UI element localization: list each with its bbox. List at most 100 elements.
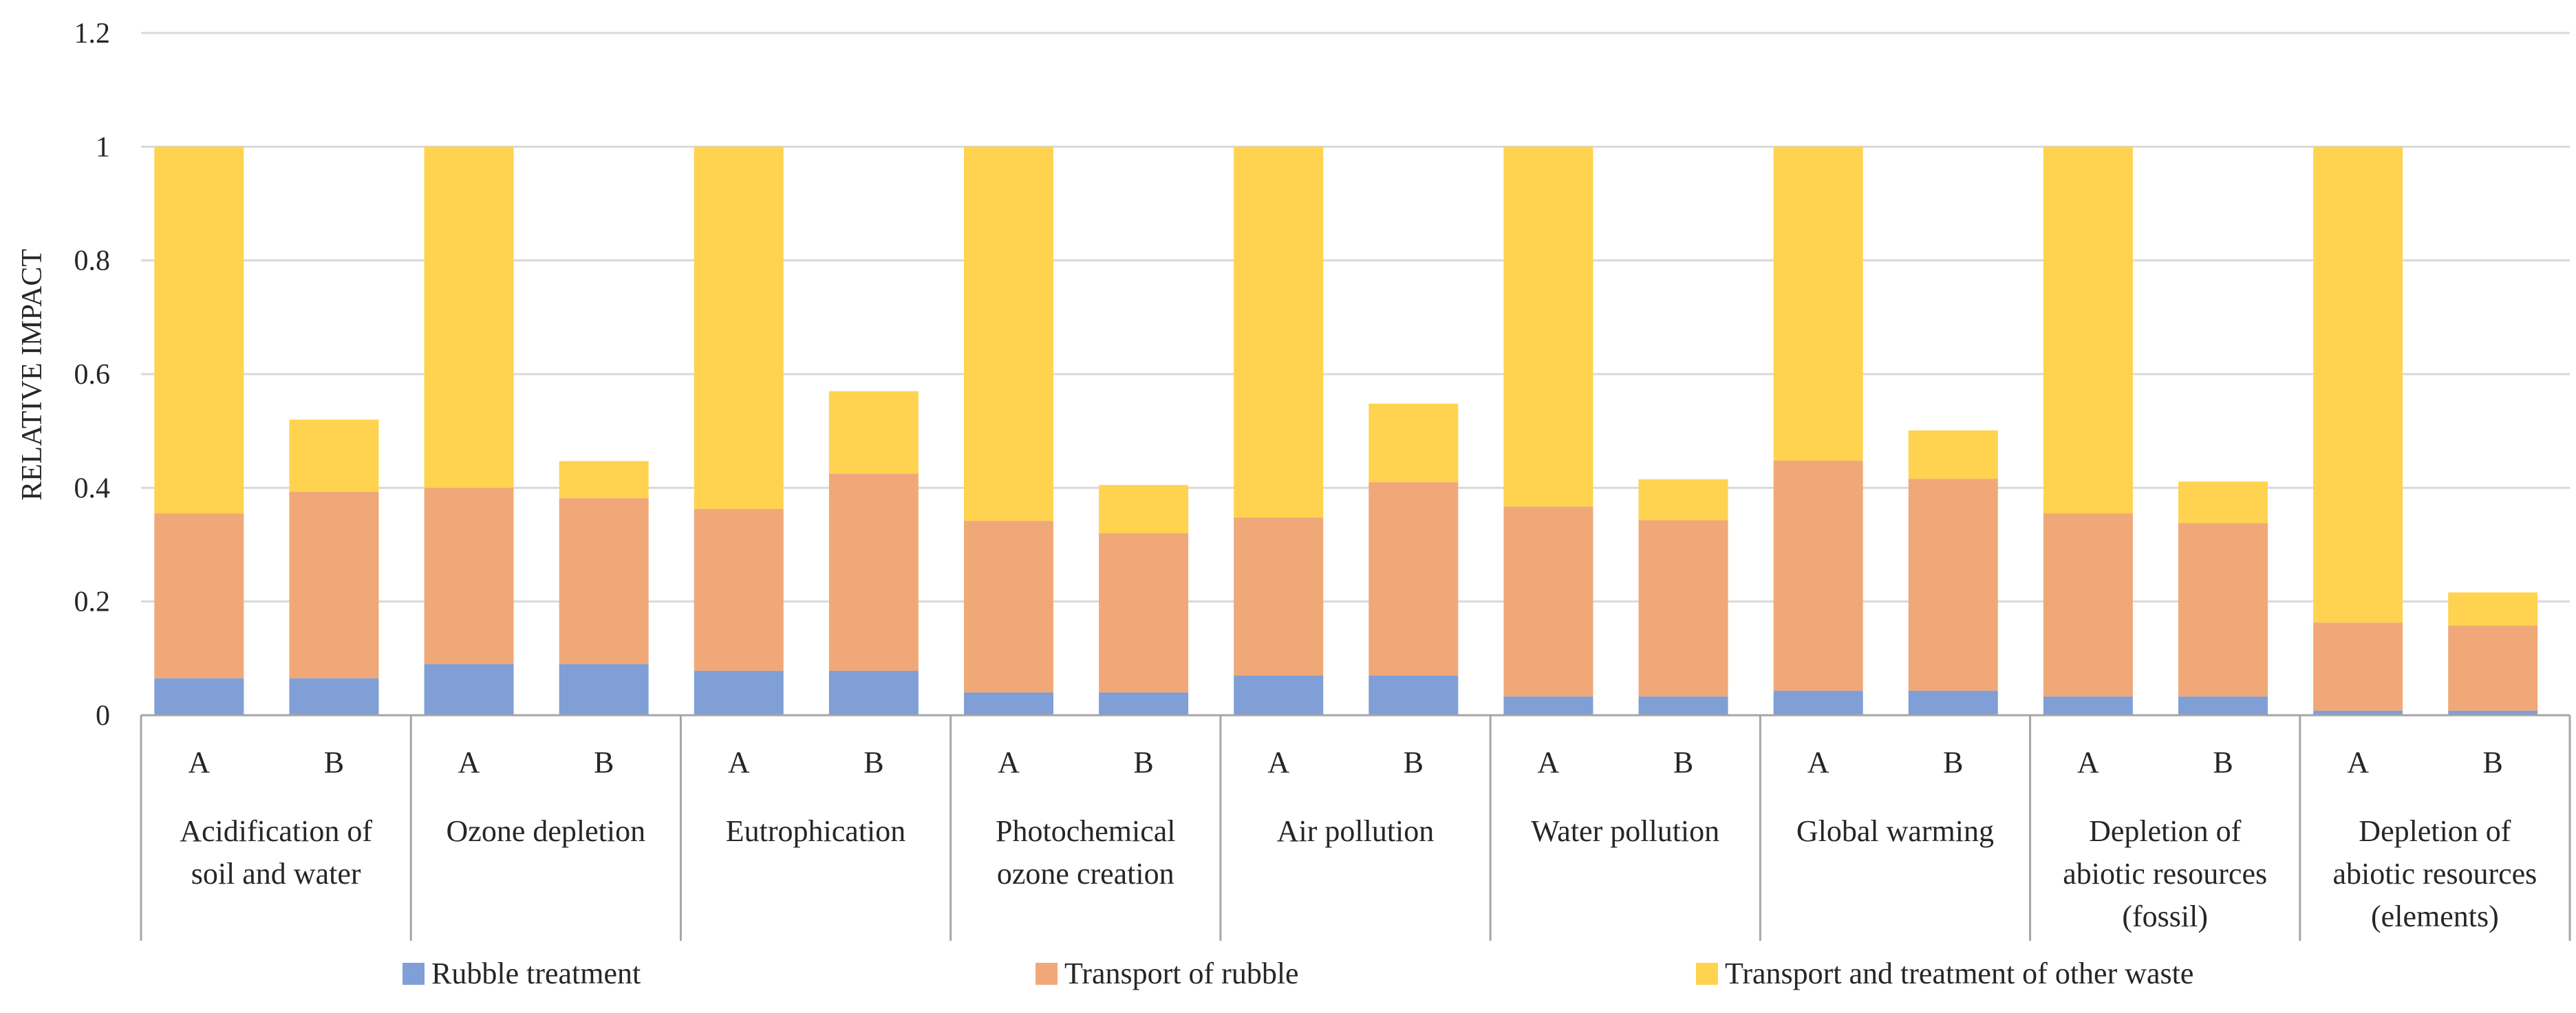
y-axis-ticks: 0 0.2 0.4 0.6 0.8 1 1.2 [74, 18, 111, 732]
y-tick-label: 0.6 [74, 359, 111, 391]
sub-category-label: B [324, 745, 344, 779]
category-label: Depletion of abiotic resources (elements) [2332, 814, 2537, 933]
bar-segment [1773, 690, 1863, 715]
y-tick-label: 0.4 [74, 472, 111, 504]
category-label-line: Photochemical [996, 814, 1176, 848]
bar-segment [1908, 690, 1998, 715]
bar-segment [289, 678, 379, 715]
bar-segment [2313, 710, 2403, 715]
bar-segment [828, 671, 919, 715]
bar-segment [828, 391, 919, 474]
bar-segment [963, 692, 1053, 715]
category-label-line: Global warming [1796, 814, 1994, 848]
sub-category-label: A [2347, 745, 2369, 779]
bar-segment [559, 664, 649, 715]
bar-segment [2313, 622, 2403, 711]
bar-segment [2178, 523, 2268, 697]
sub-category-label: B [2483, 745, 2503, 779]
bar-segment [1638, 479, 1728, 521]
bar-segment [2448, 710, 2538, 715]
category-label: Eutrophication [726, 814, 906, 848]
category-label-line: (fossil) [2122, 900, 2208, 933]
category-label-line: Depletion of [2089, 814, 2242, 848]
legend-swatch [402, 963, 425, 985]
sub-category-label: A [2077, 745, 2099, 779]
bar-segment [1368, 403, 1459, 483]
bar-segment [1234, 675, 1324, 715]
category-label: Air pollution [1277, 814, 1435, 848]
bar-segment [154, 678, 244, 715]
bar-segment [1773, 146, 1863, 461]
category-label-line: Eutrophication [726, 814, 906, 848]
category-label-line: (elements) [2371, 900, 2499, 933]
category-label: Ozone depletion [447, 814, 646, 848]
category-label-line: abiotic resources [2063, 857, 2267, 891]
bar-segment [694, 146, 784, 509]
category-label-line: abiotic resources [2332, 857, 2537, 891]
bar-segment [1503, 506, 1593, 697]
sub-category-label: B [1133, 745, 1153, 779]
bar-segment [289, 492, 379, 679]
bar-segment [1503, 696, 1593, 715]
category-label: Acidification of soil and water [180, 814, 372, 891]
bar-segment [1099, 533, 1189, 693]
bar-segment [828, 473, 919, 671]
y-tick-label: 1.2 [74, 18, 111, 50]
category-label: Global warming [1796, 814, 1994, 848]
category-label: Photochemical ozone creation [996, 814, 1176, 891]
bar-segment [154, 146, 244, 514]
bar-segment [963, 521, 1053, 693]
sub-category-label: A [998, 745, 1020, 779]
y-axis-title: RELATIVE IMPACT [17, 249, 48, 501]
bar-segment [559, 498, 649, 664]
bar-segment [2043, 513, 2133, 697]
bar-segment [1368, 675, 1459, 715]
bar-segment [963, 146, 1053, 521]
bar-segment [1099, 485, 1189, 534]
category-label-line: soil and water [191, 857, 361, 891]
bar-segment [1503, 146, 1593, 507]
category-label: Depletion of abiotic resources (fossil) [2063, 814, 2267, 933]
bar-segment [1908, 479, 1998, 691]
bar-segment [1908, 430, 1998, 479]
sub-category-label: B [863, 745, 883, 779]
bar-segment [2043, 696, 2133, 715]
bar-segment [1638, 696, 1728, 715]
legend: Rubble treatment Transport of rubble Trans… [402, 957, 2193, 990]
category-label-line: Water pollution [1531, 814, 1719, 848]
category-label-line: Depletion of [2359, 814, 2511, 848]
bar-segment [2313, 146, 2403, 623]
bar-segment [2448, 625, 2538, 711]
y-tick-label: 0 [96, 700, 110, 732]
sub-category-label: B [1943, 745, 1963, 779]
sub-category-label: B [1673, 745, 1693, 779]
y-tick-label: 0.2 [74, 587, 111, 618]
bar-segment [1368, 482, 1459, 676]
bar-segment [2178, 481, 2268, 523]
x-axis-categories: A B Acidification of soil and water A B Ozone … [140, 714, 2571, 941]
sub-category-label: A [1807, 745, 1829, 779]
sub-category-label: A [188, 745, 210, 779]
category-label-line: Acidification of [180, 814, 372, 848]
sub-category-label: A [1538, 745, 1560, 779]
bar-segment [1638, 520, 1728, 697]
sub-category-label: A [728, 745, 750, 779]
y-tick-label: 1 [96, 131, 110, 163]
sub-category-label: B [2213, 745, 2233, 779]
bar-segment [424, 664, 514, 715]
bar-segment [2178, 696, 2268, 715]
bar-segment [2043, 146, 2133, 514]
bar-segment [1234, 146, 1324, 518]
category-label-line: Air pollution [1277, 814, 1435, 848]
bar-segment [694, 671, 784, 715]
gridlines [141, 32, 2570, 717]
bars [154, 146, 2538, 715]
bar-segment [424, 146, 514, 488]
bar-segment [1773, 460, 1863, 691]
legend-label: Rubble treatment [431, 957, 641, 990]
category-label-line: ozone creation [997, 857, 1174, 891]
category-label: Water pollution [1531, 814, 1719, 848]
sub-category-label: A [1267, 745, 1289, 779]
